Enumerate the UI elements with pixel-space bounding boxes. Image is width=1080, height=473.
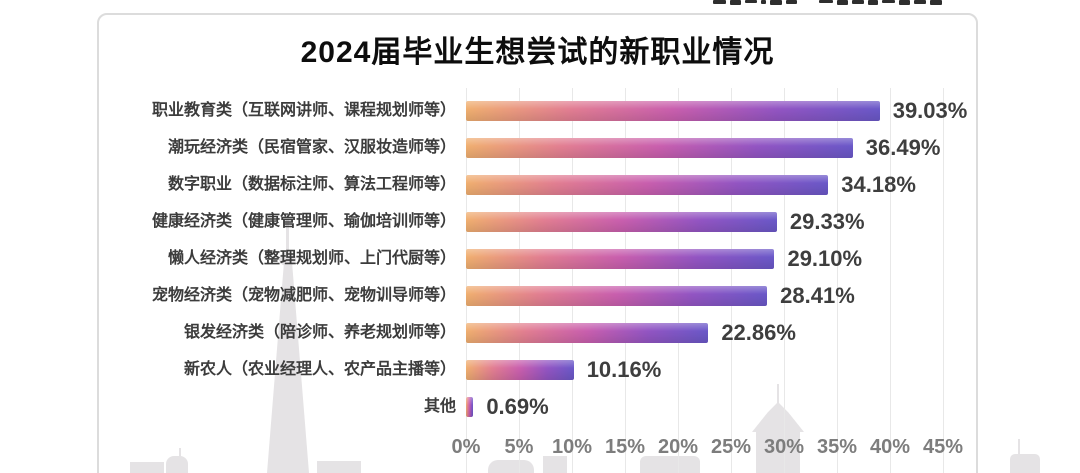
x-axis-tick-label: 10% [551, 436, 593, 458]
gridline [678, 88, 679, 473]
building-silhouette [317, 461, 361, 473]
bar [466, 175, 829, 195]
category-label: 潮玩经济类（民宿管家、汉服妆造师等） [167, 139, 456, 156]
building-silhouette [1010, 454, 1040, 473]
x-axis-tick-label: 35% [816, 436, 858, 458]
gridline [837, 88, 838, 473]
category-label: 懒人经济类（整理规划师、上门代厨等） [167, 250, 456, 267]
building-silhouette [543, 456, 567, 473]
x-axis-tick-label: 40% [869, 436, 911, 458]
building-silhouette [166, 456, 188, 473]
gridline [890, 88, 891, 473]
x-axis-tick-label: 30% [763, 436, 805, 458]
bar [466, 360, 574, 380]
bar [466, 101, 880, 121]
value-label: 29.33% [789, 209, 865, 234]
x-axis-tick-label: 0% [451, 436, 481, 458]
gridline [731, 88, 732, 473]
bar [466, 323, 709, 343]
category-label: 健康经济类（健康管理师、瑜伽培训师等） [151, 213, 456, 230]
value-label: 29.10% [787, 246, 863, 271]
spire-building-silhouette [752, 384, 804, 473]
x-axis-tick-label: 15% [604, 436, 646, 458]
value-label: 22.86% [721, 320, 796, 345]
cropped-source-text [713, 0, 965, 6]
category-label: 数字职业（数据标注师、算法工程师等） [167, 176, 456, 193]
chart-title: 2024届毕业生想尝试的新职业情况 [300, 36, 775, 69]
value-label: 36.49% [865, 135, 941, 160]
gridline [943, 88, 944, 473]
category-label: 职业教育类（互联网讲师、课程规划师等） [151, 102, 456, 119]
value-label: 28.41% [780, 283, 855, 308]
bar [466, 212, 777, 232]
bar [466, 249, 775, 269]
value-label: 34.18% [841, 172, 916, 197]
building-silhouette [130, 462, 164, 473]
tv-tower-silhouette [263, 220, 313, 473]
category-label: 新农人（农业经理人、农产品主播等） [183, 361, 456, 378]
building-silhouette [640, 456, 700, 473]
bar [466, 138, 853, 158]
bar [466, 286, 768, 306]
building-silhouette [179, 448, 181, 458]
chart-card [97, 13, 978, 473]
category-label: 宠物经济类（宠物减肥师、宠物训导师等） [151, 287, 456, 304]
value-label: 39.03% [892, 98, 968, 123]
gridline [784, 88, 785, 473]
building-silhouette [1018, 439, 1020, 455]
x-axis-tick-label: 5% [504, 436, 534, 458]
category-label: 其他 [423, 398, 456, 415]
gridline [625, 88, 626, 473]
gridline [519, 88, 520, 473]
value-label: 0.69% [486, 394, 549, 419]
x-axis-tick-label: 45% [922, 436, 964, 458]
x-axis-tick-label: 20% [657, 436, 699, 458]
gridline [572, 88, 573, 473]
gridline [466, 88, 467, 473]
bar [466, 397, 474, 417]
building-silhouette [488, 460, 534, 473]
value-label: 10.16% [586, 357, 662, 382]
x-axis-tick-label: 25% [710, 436, 752, 458]
category-label: 银发经济类（陪诊师、养老规划师等） [183, 324, 456, 341]
